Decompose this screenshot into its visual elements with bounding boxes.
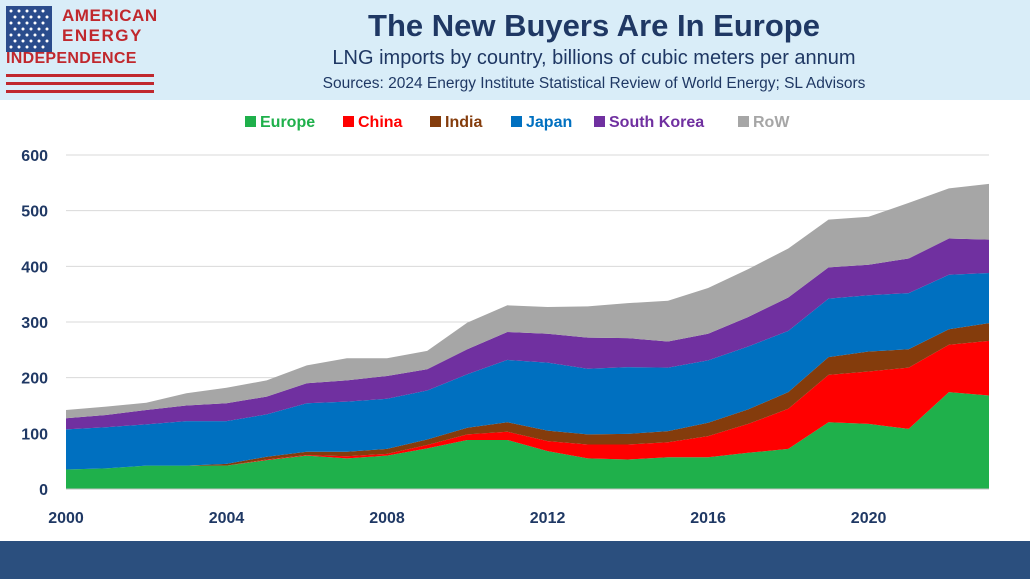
legend-swatch-japan: [511, 116, 522, 127]
legend-label-japan: Japan: [526, 114, 572, 131]
y-tick-label: 600: [21, 148, 48, 165]
legend-swatch-south-korea: [594, 116, 605, 127]
legend: Europe China India Japan South Korea RoW: [245, 114, 790, 131]
legend-label-china: China: [358, 114, 403, 131]
logo-text-independence: INDEPENDENCE: [6, 50, 137, 67]
y-tick-label: 400: [21, 259, 48, 276]
y-tick-label: 0: [39, 482, 48, 499]
legend-label-south-korea: South Korea: [609, 114, 704, 131]
page-title: The New Buyers Are In Europe: [368, 8, 820, 43]
legend-label-row: RoW: [753, 114, 790, 131]
x-tick-label: 2000: [48, 510, 84, 527]
stacked-areas: [66, 183, 989, 489]
legend-swatch-europe: [245, 116, 256, 127]
area-south-korea: [66, 238, 989, 430]
area-row: [66, 183, 989, 419]
legend-label-india: India: [445, 114, 482, 131]
footer-bar: [0, 541, 1030, 579]
x-tick-label: 2004: [209, 510, 245, 527]
legend-swatch-china: [343, 116, 354, 127]
x-tick-label: 2020: [851, 510, 887, 527]
sources-note: Sources: 2024 Energy Institute Statistic…: [322, 75, 866, 92]
y-tick-label: 100: [21, 426, 48, 443]
legend-swatch-india: [430, 116, 441, 127]
x-tick-label: 2008: [369, 510, 405, 527]
logo-text-american: AMERICAN: [62, 6, 158, 25]
logo-text-energy: ENERGY: [62, 26, 143, 45]
lng-imports-chart: 0 100 200 300 400 500 600 2000 2004 2008 2012 2016 2…: [21, 114, 989, 527]
axes: 0 100 200 300 400 500 600 2000 2004 2008 2012 2016 2…: [21, 148, 989, 527]
logo-stripe: [6, 74, 154, 77]
logo: AMERICAN ENERGY INDEPENDENCE: [6, 6, 157, 94]
y-tick-label: 200: [21, 371, 48, 388]
header-banner: AMERICAN ENERGY INDEPENDENCE The New Buy…: [0, 0, 1030, 100]
area-japan: [66, 273, 989, 470]
us-flag-icon: [6, 6, 52, 52]
legend-swatch-row: [738, 116, 749, 127]
legend-label-europe: Europe: [260, 114, 315, 131]
y-tick-label: 500: [21, 204, 48, 221]
y-tick-label: 300: [21, 315, 48, 332]
area-china: [66, 340, 989, 470]
x-tick-label: 2016: [690, 510, 726, 527]
area-europe: [66, 392, 989, 489]
logo-stripe: [6, 82, 154, 85]
logo-stripe: [6, 90, 154, 93]
page-subtitle: LNG imports by country, billions of cubi…: [332, 47, 856, 69]
x-tick-label: 2012: [530, 510, 566, 527]
